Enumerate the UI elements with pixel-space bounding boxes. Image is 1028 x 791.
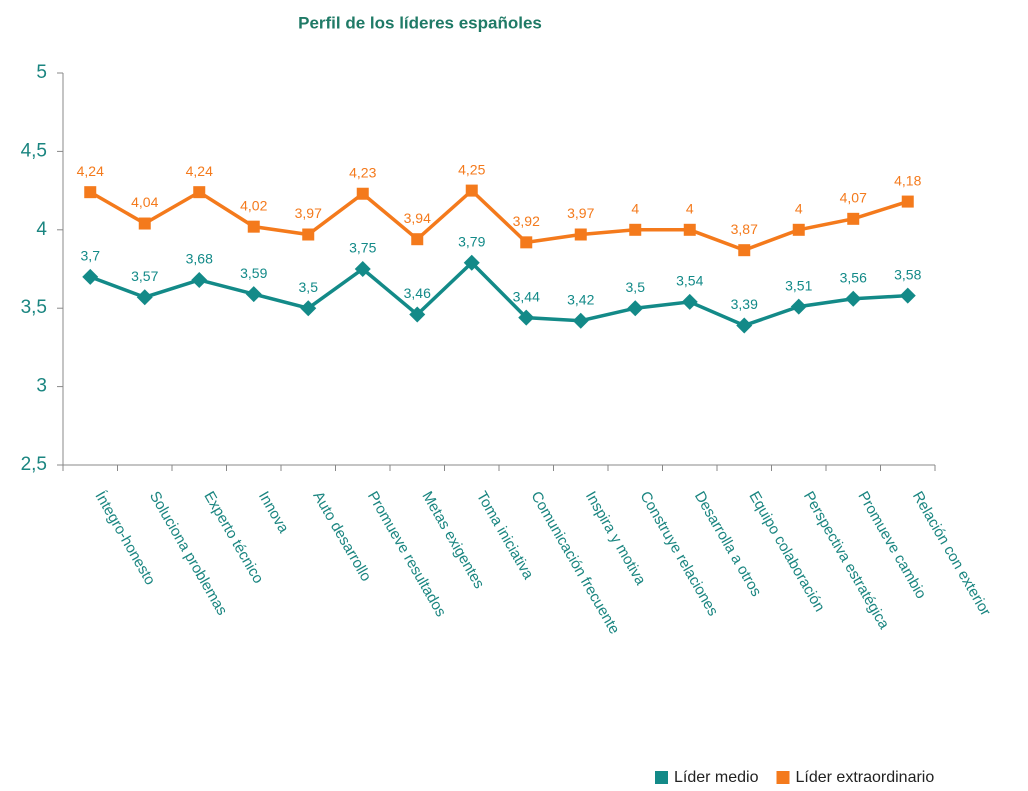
data-label: 4,02 (240, 197, 267, 213)
marker (245, 286, 262, 303)
data-label: 3,68 (186, 251, 213, 267)
marker (82, 268, 99, 285)
data-label: 4,24 (77, 163, 104, 179)
data-label: 3,97 (295, 205, 322, 221)
marker (520, 236, 533, 249)
data-label: 3,97 (567, 205, 594, 221)
data-label: 4 (631, 201, 639, 217)
data-label: 3,75 (349, 240, 376, 256)
chart-title: Perfil de los líderes españoles (298, 13, 542, 32)
data-label: 3,5 (299, 279, 319, 295)
marker (300, 300, 317, 317)
y-tick-label: 3,5 (21, 297, 47, 318)
marker (901, 195, 914, 208)
data-label: 4,07 (840, 190, 867, 206)
data-label: 3,42 (567, 291, 594, 307)
marker (681, 293, 698, 310)
marker (792, 223, 805, 236)
data-label: 3,46 (404, 285, 431, 301)
data-label: 4,25 (458, 161, 485, 177)
data-label: 4,23 (349, 164, 376, 180)
y-tick-label: 3 (36, 376, 47, 397)
marker (356, 187, 369, 200)
marker (247, 220, 260, 233)
data-label: 3,57 (131, 268, 158, 284)
y-tick-label: 4 (36, 219, 47, 240)
data-label: 3,39 (731, 296, 758, 312)
data-label: 4 (686, 201, 694, 217)
marker (354, 261, 371, 277)
marker (572, 312, 589, 329)
legend-label: Líder extraordinario (796, 769, 935, 786)
marker (899, 287, 916, 304)
data-label: 4,18 (894, 172, 921, 188)
marker (193, 186, 206, 199)
marker (790, 298, 807, 315)
x-tick-label: Toma iniciativa (473, 488, 537, 582)
marker (191, 271, 208, 288)
data-label: 3,5 (626, 279, 646, 295)
marker (845, 290, 862, 307)
legend-swatch (655, 771, 668, 784)
data-label: 3,94 (404, 210, 431, 226)
data-label: 3,92 (513, 213, 540, 229)
data-label: 3,87 (731, 221, 758, 237)
data-label: 3,56 (840, 269, 867, 285)
marker (84, 186, 97, 199)
x-tick-label: Íntegro-honesto (91, 488, 158, 588)
marker (411, 233, 424, 246)
marker (302, 228, 315, 241)
legend-label: Líder medio (674, 769, 759, 786)
x-tick-label: Experto técnico (200, 488, 266, 586)
y-tick-label: 4,5 (21, 140, 47, 161)
marker (574, 228, 587, 241)
marker (736, 317, 753, 334)
data-label: 3,51 (785, 277, 812, 293)
data-label: 4,04 (131, 194, 158, 210)
y-tick-label: 5 (36, 62, 47, 83)
data-label: 4,24 (186, 163, 213, 179)
series-line (89, 188, 909, 253)
data-label: 3,59 (240, 265, 267, 281)
x-tick-label: Innova (255, 488, 293, 536)
legend-swatch (776, 771, 790, 784)
data-label: 3,79 (458, 233, 485, 249)
marker (683, 223, 696, 236)
x-tick-label: Auto desarrollo (309, 488, 374, 584)
marker (138, 217, 151, 230)
marker (136, 289, 153, 306)
marker (518, 309, 535, 326)
x-tick-label: Relación con exterior (909, 488, 994, 619)
marker (463, 254, 480, 271)
marker (738, 244, 751, 257)
data-label: 3,44 (513, 288, 540, 304)
data-label: 4 (795, 201, 803, 217)
series-line (89, 260, 908, 328)
data-label: 3,58 (894, 266, 921, 282)
marker (629, 223, 642, 236)
marker (627, 300, 644, 317)
data-label: 3,7 (81, 248, 101, 264)
marker (409, 306, 426, 323)
data-label: 3,54 (676, 273, 703, 289)
y-tick-label: 2,5 (21, 454, 47, 475)
marker (465, 184, 478, 197)
marker (847, 212, 860, 225)
